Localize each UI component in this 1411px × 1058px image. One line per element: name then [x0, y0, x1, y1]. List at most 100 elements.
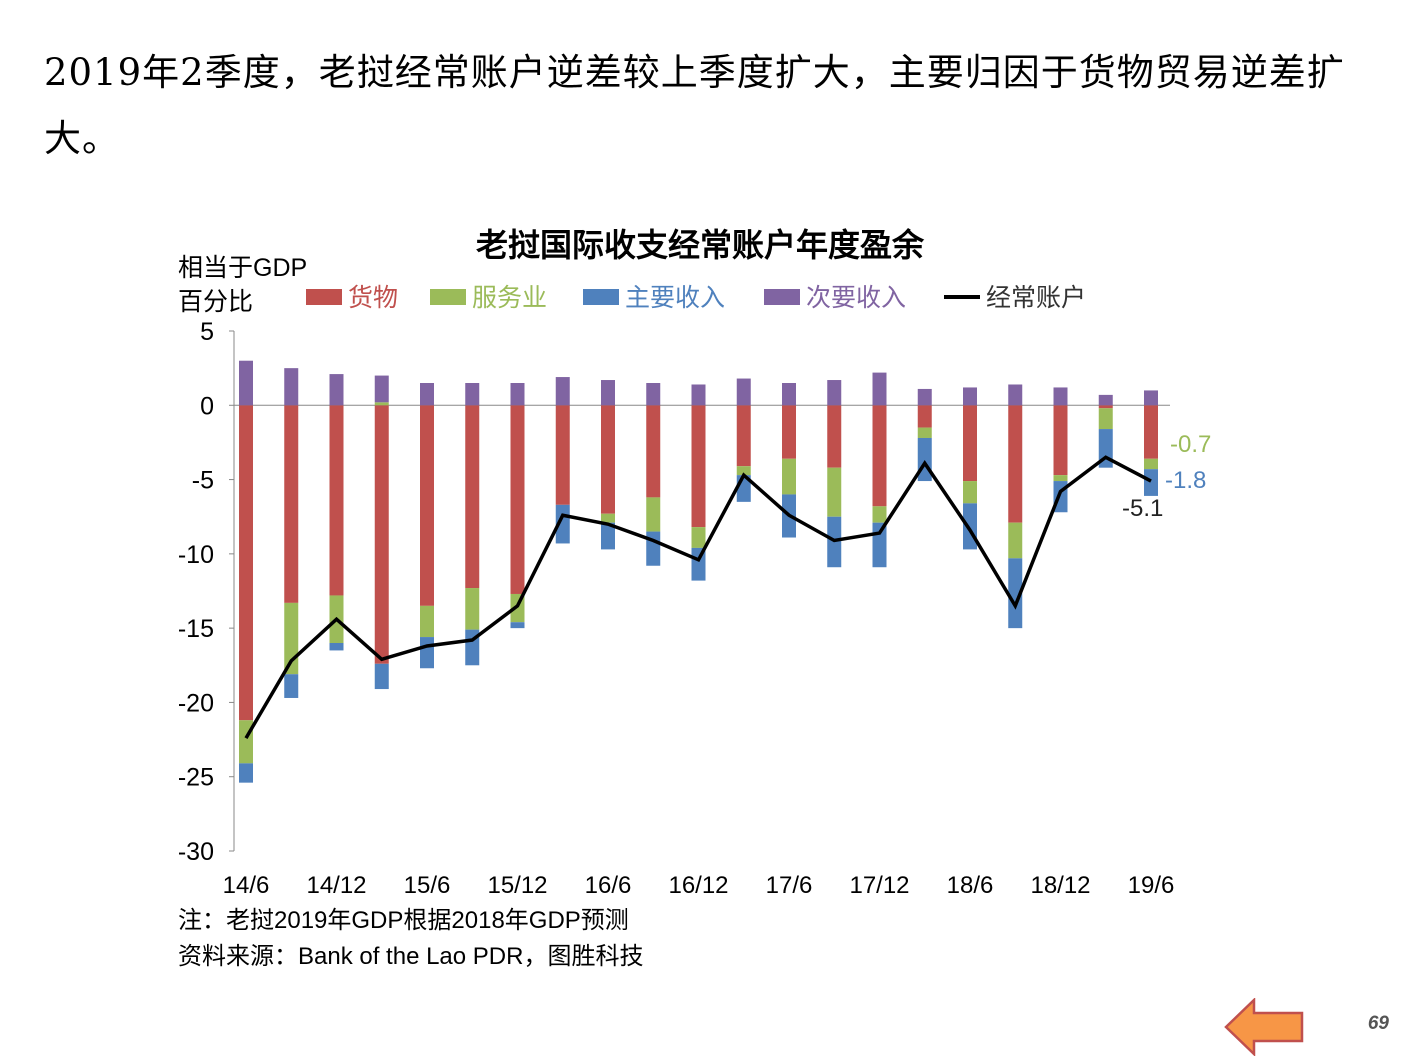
bar-goods-18-12 — [1053, 405, 1068, 476]
bar-secondary_income-18-9 — [1008, 384, 1023, 406]
bar-secondary_income-15-12 — [510, 383, 525, 406]
bar-goods-15-12 — [510, 405, 525, 594]
bar-goods-17-9 — [827, 405, 842, 468]
bar-services-18-3 — [917, 427, 932, 438]
legend-swatch — [583, 289, 619, 305]
y-axis-label: 相当于GDP — [178, 254, 307, 282]
x-tick-label: 17/6 — [766, 872, 813, 899]
bar-primary_income-17-12 — [872, 522, 887, 568]
y-tick-label: -25 — [178, 764, 214, 792]
bar-secondary_income-15-6 — [420, 383, 434, 406]
bar-goods-17-12 — [872, 405, 887, 507]
y-tick-label: -15 — [178, 615, 214, 643]
bar-secondary_income-14-6 — [239, 360, 253, 406]
bar-primary_income-15-3 — [374, 663, 389, 690]
bar-secondary_income-16-12 — [691, 384, 706, 406]
legend-swatch — [306, 289, 342, 305]
bar-secondary_income-18-6 — [963, 387, 977, 406]
x-tick-label: 16/6 — [585, 872, 632, 899]
bar-goods-14-6 — [239, 405, 253, 721]
bar-secondary_income-16-9 — [646, 383, 661, 406]
bar-goods-14-9 — [284, 405, 299, 603]
x-tick-label: 19/6 — [1128, 872, 1175, 899]
headline: 2019年2季度，老挝经常账户逆差较上季度扩大，主要归因于货物贸易逆差扩大。 — [44, 51, 1345, 160]
legend-label: 货物 — [348, 284, 398, 312]
chart-source: 资料来源：Bank of the Lao PDR，图胜科技 — [178, 943, 644, 970]
bar-secondary_income-18-12 — [1053, 387, 1068, 406]
bar-services-17-3 — [736, 466, 751, 476]
bar-secondary_income-14-9 — [284, 368, 299, 406]
x-tick-label: 15/12 — [487, 872, 547, 899]
annotation-current-account: -5.1 — [1122, 495, 1163, 522]
bar-primary_income-14-9 — [284, 674, 299, 698]
bar-services-15-6 — [420, 605, 434, 638]
y-tick-label: -20 — [178, 689, 214, 717]
bar-goods-14-12 — [329, 405, 344, 596]
y-axis-label: 百分比 — [178, 288, 253, 316]
x-tick-label: 15/6 — [404, 872, 451, 899]
bar-goods-18-3 — [917, 405, 932, 428]
x-tick-label: 18/12 — [1030, 872, 1090, 899]
bar-goods-18-9 — [1008, 405, 1023, 523]
y-tick-label: 0 — [200, 392, 214, 420]
bar-secondary_income-16-3 — [555, 377, 570, 406]
bar-services-19-6 — [1144, 458, 1158, 470]
legend-label: 服务业 — [472, 284, 547, 312]
bar-primary_income-19-6 — [1144, 469, 1158, 496]
bar-primary_income-18-3 — [917, 437, 932, 482]
x-tick-label: 18/6 — [947, 872, 994, 899]
bar-primary_income-14-12 — [329, 643, 344, 651]
legend-swatch — [430, 289, 466, 305]
bar-services-18-6 — [963, 481, 977, 504]
bar-services-16-12 — [691, 527, 706, 548]
back-arrow-icon[interactable] — [1224, 998, 1306, 1056]
y-tick-label: 5 — [200, 318, 214, 346]
chart-note: 注：老挝2019年GDP根据2018年GDP预测 — [178, 907, 629, 934]
bar-primary_income-18-9 — [1008, 558, 1023, 629]
page-number: 69 — [1367, 1013, 1389, 1034]
legend-label: 经常账户 — [986, 284, 1086, 312]
bar-services-16-9 — [646, 497, 661, 532]
x-tick-label: 17/12 — [849, 872, 909, 899]
bar-secondary_income-17-12 — [872, 372, 887, 406]
bar-secondary_income-15-3 — [374, 375, 389, 403]
bar-secondary_income-14-12 — [329, 374, 344, 406]
y-tick-label: -30 — [178, 838, 214, 866]
bar-services-18-12 — [1053, 475, 1068, 482]
y-tick-label: -10 — [178, 541, 214, 569]
bar-goods-16-3 — [555, 405, 570, 505]
legend-label: 主要收入 — [625, 284, 725, 312]
bar-goods-16-6 — [601, 405, 615, 514]
bar-goods-16-9 — [646, 405, 661, 498]
x-tick-label: 16/12 — [668, 872, 728, 899]
bar-goods-19-6 — [1144, 405, 1158, 459]
bar-services-17-12 — [872, 506, 887, 523]
bar-services-19-3 — [1098, 408, 1113, 430]
chart-title: 老挝国际收支经常账户年度盈余 — [476, 227, 925, 263]
bar-goods-17-6 — [782, 405, 796, 459]
bar-goods-17-3 — [736, 405, 751, 467]
bar-services-15-9 — [465, 588, 480, 630]
bar-primary_income-18-6 — [963, 503, 977, 550]
bar-secondary_income-17-9 — [827, 380, 842, 406]
bar-primary_income-15-6 — [420, 637, 434, 669]
bar-services-15-3 — [374, 402, 389, 406]
bar-goods-19-3 — [1098, 405, 1113, 409]
bar-primary_income-16-9 — [646, 531, 661, 566]
bar-goods-15-6 — [420, 405, 434, 606]
y-tick-label: -5 — [192, 467, 214, 495]
bar-primary_income-14-6 — [239, 763, 253, 783]
annotation-primary-income: -1.8 — [1165, 467, 1206, 494]
bar-primary_income-16-6 — [601, 522, 615, 550]
legend-swatch — [764, 289, 800, 305]
bar-services-16-6 — [601, 513, 615, 523]
bar-services-17-9 — [827, 467, 842, 517]
x-tick-label: 14/6 — [223, 872, 270, 899]
bar-services-17-6 — [782, 458, 796, 495]
bar-goods-16-12 — [691, 405, 706, 528]
bar-goods-15-9 — [465, 405, 480, 589]
bar-secondary_income-17-6 — [782, 383, 796, 406]
bar-services-18-9 — [1008, 522, 1023, 559]
bar-secondary_income-18-3 — [917, 388, 932, 406]
